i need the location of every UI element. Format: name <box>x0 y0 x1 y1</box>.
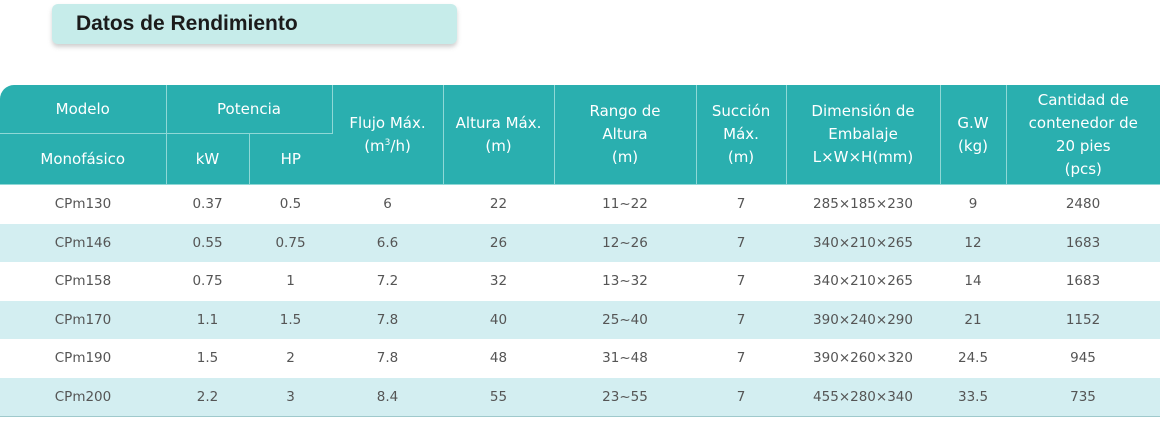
cell-qty: 945 <box>1070 350 1096 367</box>
table-row: CPm190 1.5 2 7.8 48 31~48 7 390×260×320 24.5 945 <box>0 339 1160 378</box>
cell-kw: 0.37 <box>192 196 223 213</box>
cell-hp: 1 <box>286 273 295 290</box>
cell-kw: 0.75 <box>192 273 223 290</box>
cell-head: 40 <box>443 300 555 339</box>
table-header: Modelo Potencia Flujo Máx. (m3/h) Altura … <box>0 85 1160 185</box>
cell-model: CPm190 <box>54 350 112 367</box>
cell-kw: 0.55 <box>166 223 249 262</box>
cell-suction: 7 <box>736 196 746 213</box>
cell-flow: 6 <box>383 196 392 213</box>
header-succion: Succión Máx. (m) <box>696 85 787 185</box>
cell-gw: 21 <box>940 300 1007 339</box>
cell-flow: 7.8 <box>376 350 399 367</box>
cell-flow: 6.6 <box>332 223 444 262</box>
header-rango: Rango de Altura (m) <box>554 85 697 185</box>
cell-range: 23~55 <box>554 377 697 417</box>
performance-table: Modelo Potencia Flujo Máx. (m3/h) Altura … <box>0 85 1160 417</box>
cell-suction: 7 <box>736 350 746 367</box>
cell-suction: 7 <box>696 223 787 262</box>
cell-flow: 8.4 <box>332 377 444 417</box>
cell-hp: 1.5 <box>249 300 333 339</box>
header-potencia: Potencia <box>166 85 333 134</box>
cell-suction: 7 <box>696 300 787 339</box>
cell-qty: 1683 <box>1006 223 1160 262</box>
cell-kw: 1.5 <box>196 350 219 367</box>
cell-model: CPm158 <box>54 273 112 290</box>
header-dimension: Dimensión de Embalaje L×W×H(mm) <box>786 85 941 185</box>
cell-model: CPm130 <box>54 196 112 213</box>
cell-dim: 390×240×290 <box>786 300 941 339</box>
cell-kw: 2.2 <box>166 377 249 417</box>
cell-flow: 7.8 <box>332 300 444 339</box>
header-hp: HP <box>249 133 333 185</box>
cell-suction: 7 <box>696 377 787 417</box>
cell-gw: 14 <box>964 273 982 290</box>
cell-suction: 7 <box>736 273 746 290</box>
cell-range: 31~48 <box>602 350 648 367</box>
cell-model: CPm146 <box>0 223 166 262</box>
cell-hp: 0.75 <box>249 223 333 262</box>
page-title: Datos de Rendimiento <box>76 12 298 35</box>
table-row: CPm158 0.75 1 7.2 32 13~32 7 340×210×265 14 1683 <box>0 262 1160 301</box>
cell-head: 26 <box>443 223 555 262</box>
cell-head: 22 <box>489 196 508 213</box>
header-modelo: Modelo <box>0 85 167 134</box>
cell-dim: 340×210×265 <box>813 273 913 290</box>
header-gw: G.W (kg) <box>940 85 1007 185</box>
cell-qty: 735 <box>1006 377 1160 417</box>
cell-gw: 24.5 <box>957 350 989 367</box>
cell-hp: 0.5 <box>279 196 302 213</box>
cell-range: 25~40 <box>554 300 697 339</box>
performance-table-wrapper: Modelo Potencia Flujo Máx. (m3/h) Altura … <box>0 85 1160 417</box>
table-row: CPm170 1.1 1.5 7.8 40 25~40 7 390×240×290 21 1152 <box>0 300 1160 339</box>
header-kw: kW <box>166 133 250 185</box>
header-monofasico: Monofásico <box>0 133 167 185</box>
cell-range: 13~32 <box>602 273 648 290</box>
cell-qty: 1152 <box>1006 300 1160 339</box>
title-banner <box>52 4 457 44</box>
cell-gw: 9 <box>968 196 978 213</box>
cell-range: 11~22 <box>602 196 648 213</box>
table-row: CPm130 0.37 0.5 6 22 11~22 7 285×185×230 9 2480 <box>0 185 1160 224</box>
cell-dim: 455×280×340 <box>786 377 941 417</box>
cell-head: 32 <box>489 273 508 290</box>
table-body: CPm130 0.37 0.5 6 22 11~22 7 285×185×230 9 2480 CP… <box>0 185 1160 417</box>
cell-head: 55 <box>443 377 555 417</box>
cell-qty: 1683 <box>1065 273 1101 290</box>
cell-dim: 340×210×265 <box>786 223 941 262</box>
cell-model: CPm170 <box>0 300 166 339</box>
header-cantidad: Cantidad de contenedor de 20 pies (pcs) <box>1006 85 1160 185</box>
cell-gw: 12 <box>940 223 1007 262</box>
cell-range: 12~26 <box>554 223 697 262</box>
cell-flow: 7.2 <box>376 273 399 290</box>
cell-head: 48 <box>489 350 508 367</box>
table-row: CPm146 0.55 0.75 6.6 26 12~26 7 340×210×265 12 16… <box>0 223 1160 262</box>
cell-gw: 33.5 <box>940 377 1007 417</box>
header-altura: Altura Máx. (m) <box>443 85 555 185</box>
cell-kw: 1.1 <box>166 300 249 339</box>
table-row: CPm200 2.2 3 8.4 55 23~55 7 455×280×340 33.5 735 <box>0 377 1160 417</box>
header-flujo: Flujo Máx. (m3/h) <box>332 85 444 185</box>
cell-hp: 2 <box>286 350 295 367</box>
cell-hp: 3 <box>249 377 333 417</box>
cell-model: CPm200 <box>0 377 166 417</box>
cell-dim: 390×260×320 <box>813 350 913 367</box>
cell-dim: 285×185×230 <box>813 196 913 213</box>
cell-qty: 2480 <box>1065 196 1101 213</box>
